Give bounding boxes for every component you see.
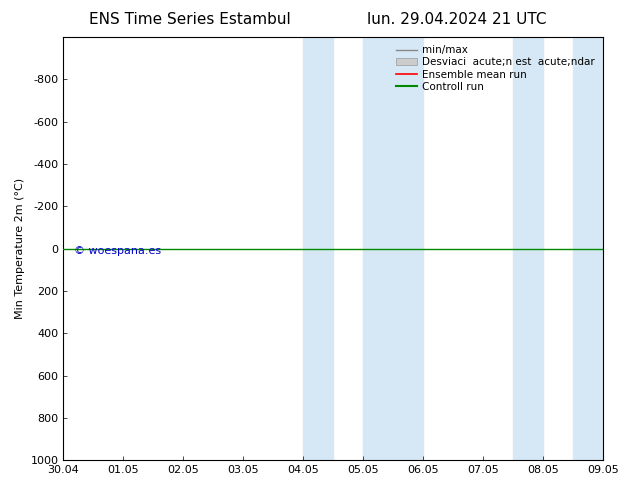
Text: © woespana.es: © woespana.es — [74, 245, 161, 256]
Text: ENS Time Series Estambul: ENS Time Series Estambul — [89, 12, 291, 27]
Bar — [363, 37, 424, 460]
Legend: min/max, Desviaci  acute;n est  acute;ndar, Ensemble mean run, Controll run: min/max, Desviaci acute;n est acute;ndar… — [393, 42, 598, 95]
Text: lun. 29.04.2024 21 UTC: lun. 29.04.2024 21 UTC — [366, 12, 547, 27]
Bar — [513, 37, 543, 460]
Y-axis label: Min Temperature 2m (°C): Min Temperature 2m (°C) — [15, 178, 25, 319]
Bar — [303, 37, 333, 460]
Bar — [573, 37, 603, 460]
